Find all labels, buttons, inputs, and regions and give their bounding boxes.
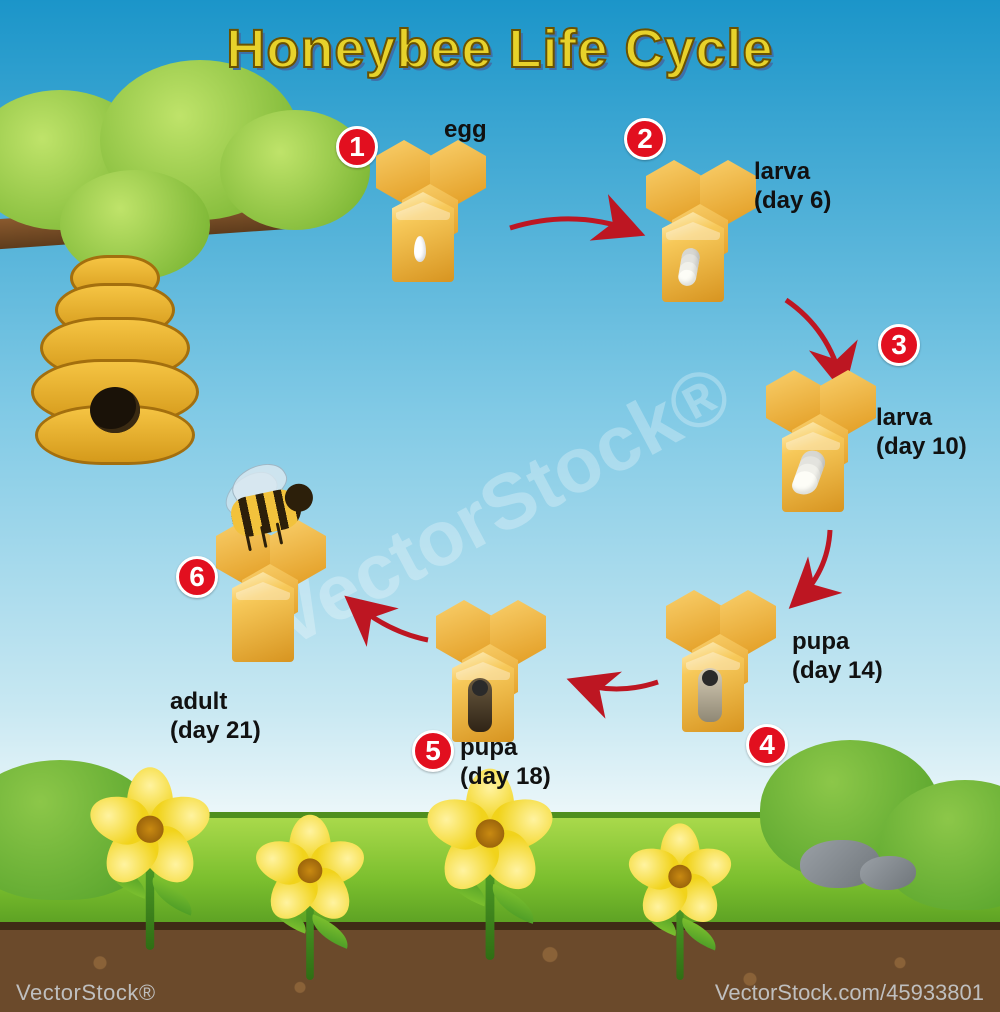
watermark-brand: VectorStock®	[16, 980, 156, 1006]
honeycomb-cells	[640, 160, 770, 310]
stage-label-2: larva (day 6)	[754, 158, 831, 216]
stage-badge-6: 6	[176, 556, 218, 598]
stage-badge-4: 4	[746, 724, 788, 766]
flower	[87, 782, 213, 950]
stage-badge-2: 2	[624, 118, 666, 160]
stage-label-5: pupa (day 18)	[460, 734, 551, 792]
rock	[860, 856, 916, 890]
honeycomb-cells	[370, 140, 500, 290]
beehive-icon	[30, 255, 200, 465]
flower	[253, 828, 367, 980]
stage-badge-1: 1	[336, 126, 378, 168]
watermark-id: VectorStock.com/45933801	[715, 980, 984, 1006]
stage-badge-5: 5	[412, 730, 454, 772]
honeycomb-cells	[430, 600, 560, 750]
flower	[424, 784, 556, 960]
stage-badge-3: 3	[878, 324, 920, 366]
honeycomb-cells	[760, 370, 890, 520]
flower	[626, 836, 734, 980]
stage-label-6: adult (day 21)	[170, 688, 261, 746]
stage-label-4: pupa (day 14)	[792, 628, 883, 686]
page-title: Honeybee Life Cycle	[0, 18, 1000, 80]
stage-label-3: larva (day 10)	[876, 404, 967, 462]
stage-label-1: egg	[444, 116, 487, 145]
honeycomb-cells	[660, 590, 790, 740]
